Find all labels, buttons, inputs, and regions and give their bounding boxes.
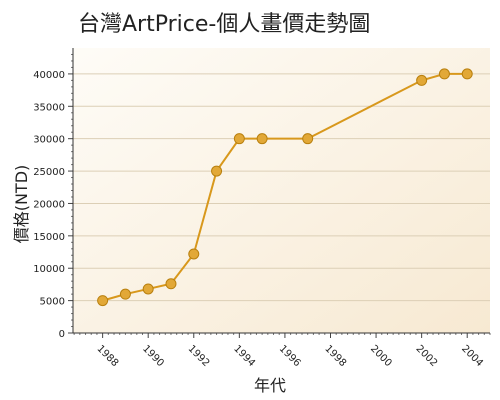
x-tick-label: 1998 xyxy=(322,343,348,369)
data-point xyxy=(416,74,428,86)
y-tick-label: 5000 xyxy=(40,297,65,308)
data-point xyxy=(188,248,200,260)
x-axis-label: 年代 xyxy=(253,376,286,395)
plot-background xyxy=(73,48,490,333)
data-point xyxy=(233,133,245,145)
x-tick-label: 1990 xyxy=(140,343,166,369)
y-tick-label: 0 xyxy=(59,329,65,340)
x-tick-label: 1988 xyxy=(95,343,121,369)
x-tick-label: 1996 xyxy=(277,343,303,369)
x-tick-label: 2002 xyxy=(414,343,440,369)
x-tick-label: 1994 xyxy=(231,343,257,369)
data-point xyxy=(438,68,450,80)
data-point xyxy=(211,165,223,177)
y-tick-label: 15000 xyxy=(33,232,65,243)
y-tick-label: 30000 xyxy=(33,135,65,146)
y-tick-label: 40000 xyxy=(33,70,65,81)
x-tick-label: 1992 xyxy=(186,343,212,369)
data-point xyxy=(97,295,109,307)
y-tick-label: 10000 xyxy=(33,264,65,275)
y-tick-label: 35000 xyxy=(33,102,65,113)
y-tick-label: 20000 xyxy=(33,199,65,210)
data-point xyxy=(256,133,268,145)
x-tick-label: 2004 xyxy=(459,343,485,369)
data-point xyxy=(119,288,131,300)
y-tick-label: 25000 xyxy=(33,167,65,178)
chart-title: 台灣ArtPrice-個人畫價走勢圖 xyxy=(78,12,371,37)
data-point xyxy=(461,68,473,80)
data-point xyxy=(165,278,177,290)
data-point xyxy=(302,133,314,145)
data-point xyxy=(142,283,154,295)
x-tick-label: 2000 xyxy=(368,343,394,369)
